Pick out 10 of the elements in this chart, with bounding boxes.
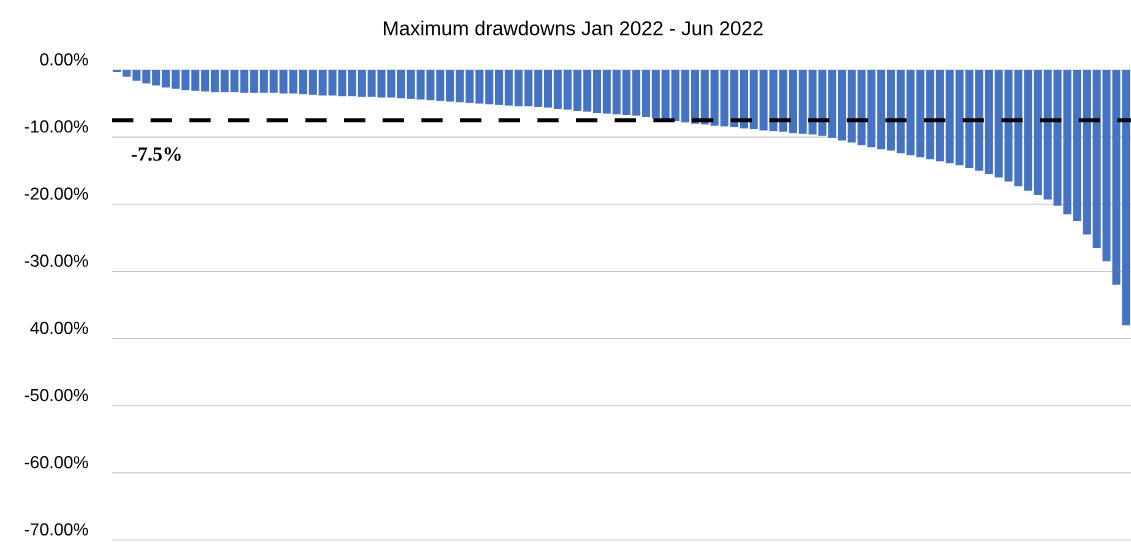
y-tick-label: -30.00% [24, 254, 89, 267]
y-tick-label: -10.00% [24, 120, 89, 133]
chart-title: Maximum drawdowns Jan 2022 - Jun 2022 [383, 20, 763, 36]
y-tick-label: -50.00% [24, 388, 89, 402]
y-tick-label: 0.00% [40, 53, 89, 66]
ref-line-label: -7.5% [131, 147, 181, 161]
y-tick-label: 40.00% [30, 321, 89, 335]
y-tick-label: -20.00% [24, 187, 89, 200]
y-tick-label: -70.00% [24, 523, 89, 536]
y-tick-label: -60.00% [24, 456, 89, 469]
